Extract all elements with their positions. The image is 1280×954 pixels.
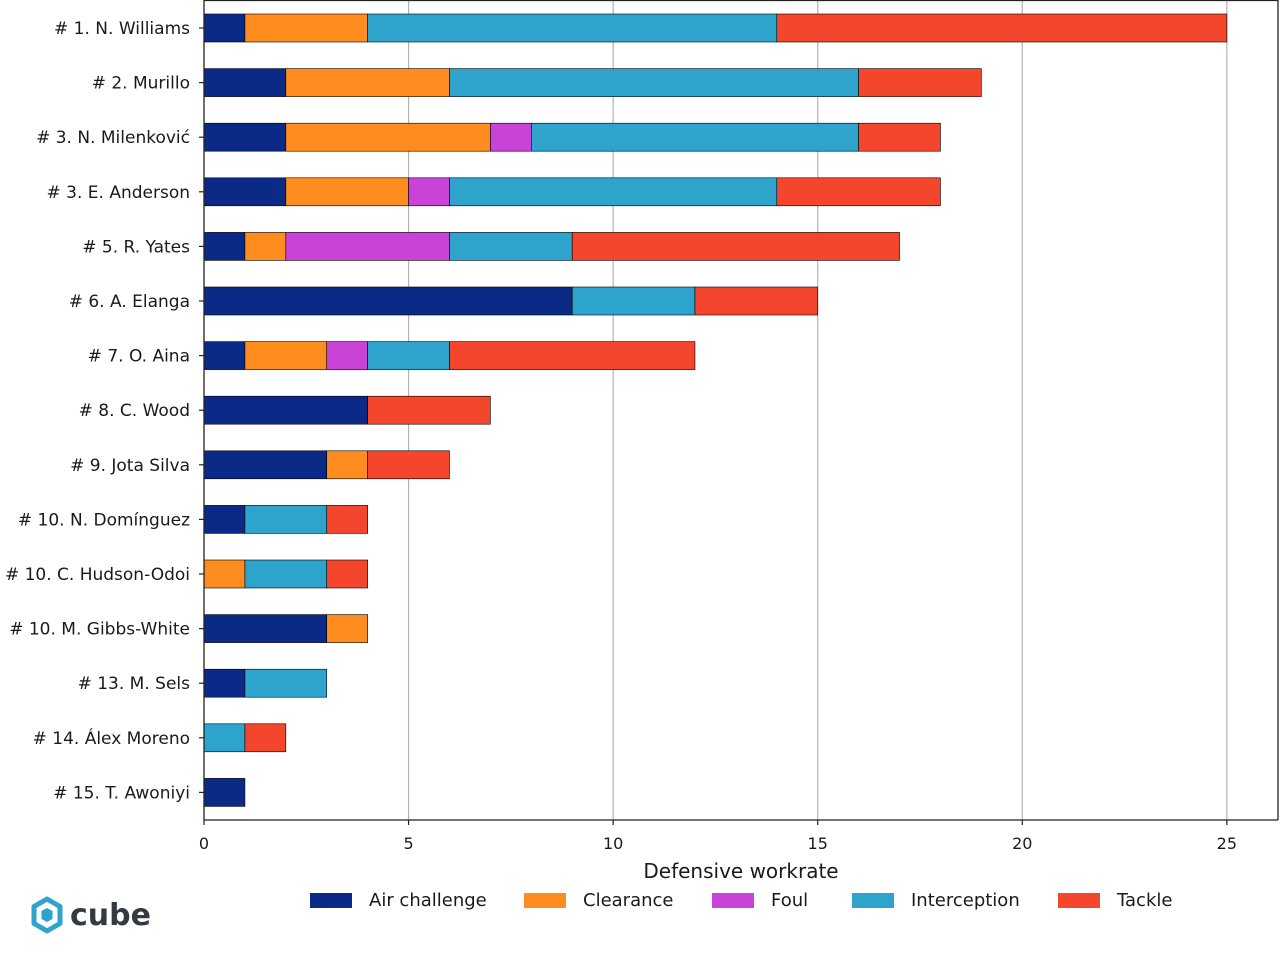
bar-segment — [244, 232, 287, 261]
category-label: # 10. N. Domínguez — [18, 510, 190, 530]
bar-segment — [490, 122, 532, 152]
bar-segment — [858, 122, 941, 152]
x-axis-title: Defensive workrate — [643, 859, 838, 883]
category-label: # 9. Jota Silva — [70, 456, 190, 476]
bar-segment — [203, 286, 573, 316]
legend-swatch — [712, 893, 754, 908]
legend-label: Foul — [771, 890, 808, 911]
bar-segment — [203, 450, 328, 480]
category-label: # 7. O. Aina — [88, 347, 190, 367]
bar-segment — [203, 13, 246, 43]
category-label: # 10. M. Gibbs-White — [9, 620, 190, 640]
bar-segment — [367, 13, 778, 43]
bar-segment — [449, 177, 778, 207]
bar-segment — [203, 505, 246, 534]
category-label: # 8. C. Wood — [79, 401, 190, 421]
category-label: # 6. A. Elanga — [69, 292, 190, 312]
bar-segment — [244, 723, 287, 753]
category-label: # 14. Álex Moreno — [33, 727, 190, 749]
bar-segment — [776, 13, 1228, 43]
bar-segment — [571, 232, 900, 261]
bar-segment — [203, 68, 287, 97]
category-label: # 1. N. Williams — [54, 19, 190, 39]
legend-swatch — [524, 893, 566, 908]
bar-segment — [326, 341, 368, 370]
bar-segment — [326, 614, 368, 643]
bar-segment — [203, 232, 246, 261]
legend-label: Air challenge — [369, 890, 487, 911]
bar-segment — [326, 559, 368, 589]
legend-label: Tackle — [1116, 890, 1172, 911]
category-label: # 15. T. Awoniyi — [53, 783, 190, 803]
x-tick-label: 5 — [403, 834, 413, 853]
bar-segment — [367, 341, 450, 370]
category-label: # 3. N. Milenković — [36, 128, 190, 148]
bar-segment — [203, 395, 368, 425]
cube-hexagon-icon — [31, 896, 63, 934]
legend-swatch — [310, 893, 352, 908]
bar-segment — [367, 395, 491, 425]
legend-swatch — [1058, 893, 1100, 908]
bar-segment — [858, 68, 982, 97]
bar-segment — [203, 778, 246, 807]
legend-swatch — [852, 893, 894, 908]
bar-segment — [285, 122, 491, 152]
bar-segment — [408, 177, 450, 207]
bar-segment — [531, 122, 859, 152]
category-label: # 13. M. Sels — [78, 674, 191, 694]
legend-label: Clearance — [583, 890, 673, 911]
bar-segment — [367, 450, 450, 480]
bar-segment — [203, 668, 246, 698]
category-label: # 2. Murillo — [92, 74, 190, 94]
bar-segment — [449, 68, 859, 97]
bar-segment — [571, 286, 696, 316]
x-tick-label: 25 — [1217, 834, 1237, 853]
bar-segment — [449, 232, 573, 261]
bars — [203, 13, 1228, 807]
bar-segment — [244, 668, 328, 698]
x-tick-label: 15 — [808, 834, 828, 853]
bar-segment — [285, 68, 450, 97]
category-label: # 3. E. Anderson — [47, 183, 191, 203]
bar-segment — [203, 122, 287, 152]
bar-segment — [694, 286, 819, 316]
bar-segment — [449, 341, 696, 370]
category-label: # 10. C. Hudson-Odoi — [5, 565, 190, 585]
brand-name: cube — [70, 897, 151, 933]
brand-logo: cube — [30, 893, 151, 937]
bar-segment — [326, 450, 368, 480]
bar-segment — [285, 177, 409, 207]
bar-segment — [203, 341, 246, 370]
bar-segment — [203, 723, 246, 753]
bar-segment — [244, 505, 328, 534]
legend-label: Interception — [911, 890, 1020, 911]
x-tick-label: 0 — [199, 834, 209, 853]
bar-segment — [203, 614, 328, 643]
bar-segment — [326, 505, 368, 534]
bar-segment — [203, 177, 287, 207]
bar-segment — [244, 341, 328, 370]
x-tick-label: 10 — [603, 834, 623, 853]
bar-segment — [285, 232, 450, 261]
bar-segment — [776, 177, 941, 207]
bar-segment — [203, 559, 246, 589]
x-tick-label: 20 — [1012, 834, 1032, 853]
x-tick-labels: 0 5 10 15 20 25 — [199, 834, 1237, 853]
category-label: # 5. R. Yates — [82, 237, 190, 257]
bar-segment — [244, 559, 328, 589]
axes — [199, 0, 1279, 825]
category-labels: # 1. N. Williams # 2. Murillo # 3. N. Mile… — [5, 19, 190, 803]
bar-segment — [244, 13, 368, 43]
legend: Air challenge Clearance Foul Interception Ta… — [310, 890, 1172, 911]
